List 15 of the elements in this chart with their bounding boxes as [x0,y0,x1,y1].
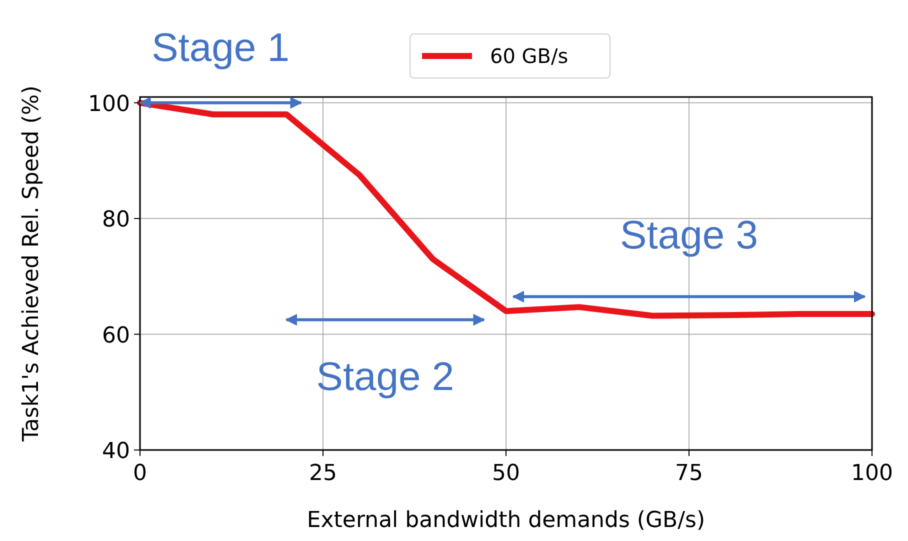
y-axis-title: Task1's Achieved Rel. Speed (%) [19,86,44,442]
annotation: Stage 2 [316,354,454,399]
y-tick-label: 40 [102,439,130,464]
annotation: Stage 3 [620,214,758,258]
y-tick-label: 100 [88,92,130,117]
x-tick-label: 75 [675,461,703,486]
y-tick-label: 80 [102,208,130,233]
x-tick-label: 25 [309,461,337,486]
x-tick-label: 100 [851,461,893,486]
text: Stage 1 [152,26,290,70]
legend-label: 60 GB/s [490,44,568,68]
x-tick-label: 50 [492,461,520,486]
y-tick-label: 60 [102,323,130,348]
x-tick-label: 0 [133,461,147,486]
x-axis-title: External bandwidth demands (GB/s) [306,508,706,533]
